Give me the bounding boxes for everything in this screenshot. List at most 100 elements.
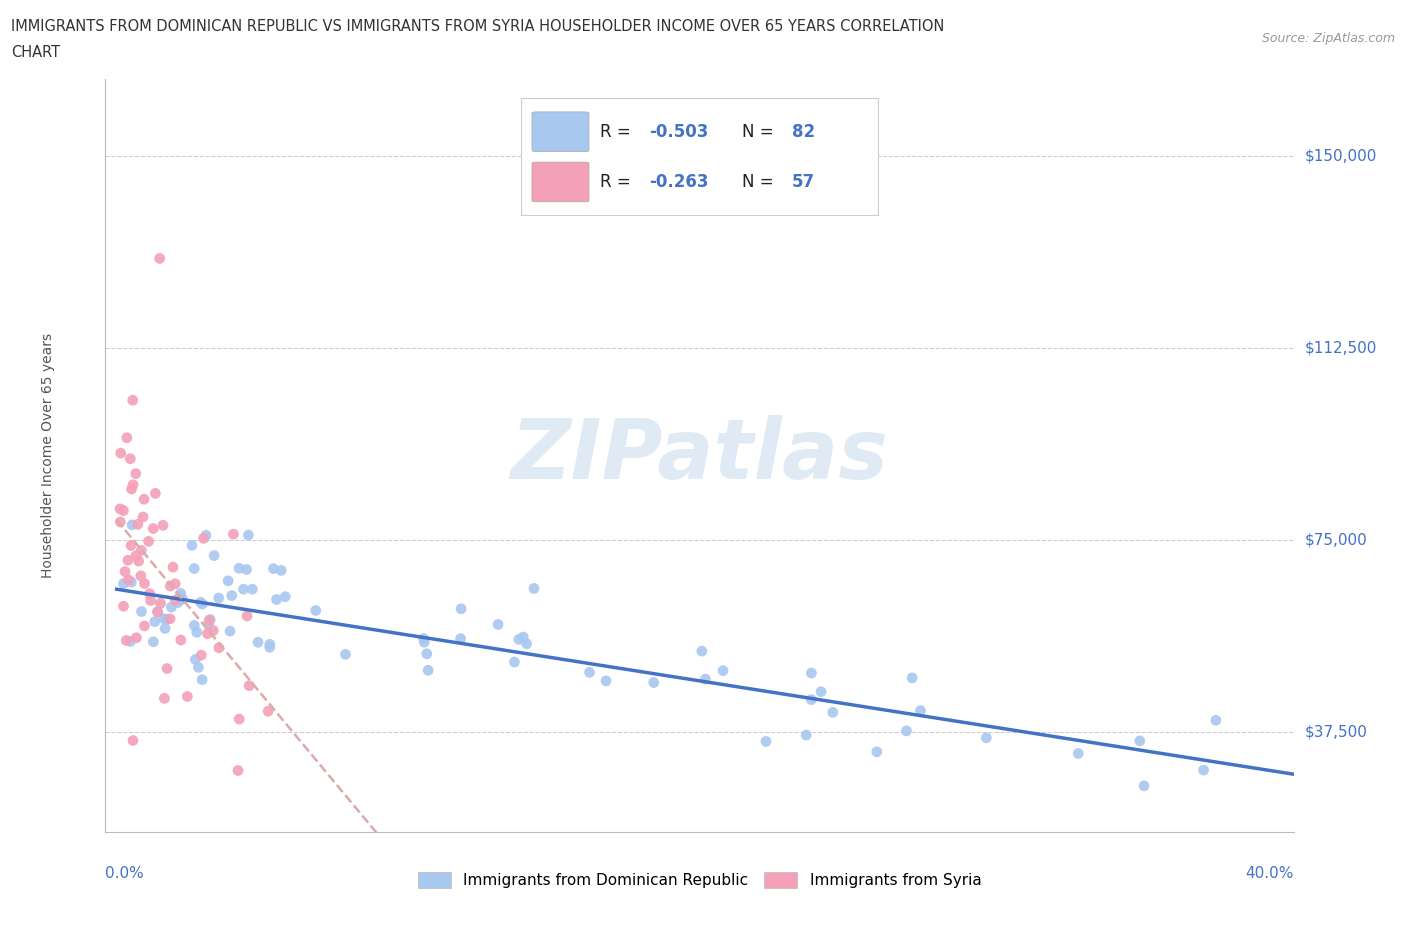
Point: [112, 577, 135, 591]
Point: [146, 604, 169, 619]
Text: 0.0%: 0.0%: [105, 866, 145, 882]
Point: [270, 563, 292, 578]
Point: [219, 624, 242, 639]
Point: [159, 578, 181, 593]
Point: [450, 602, 472, 617]
Point: [208, 640, 231, 655]
Point: [238, 678, 260, 693]
Point: [122, 733, 145, 748]
Text: Source: ZipAtlas.com: Source: ZipAtlas.com: [1261, 32, 1395, 45]
Point: [121, 517, 143, 532]
Point: [262, 561, 284, 576]
Text: $150,000: $150,000: [1305, 149, 1376, 164]
Point: [143, 486, 166, 501]
Point: [800, 692, 823, 707]
Point: [110, 514, 132, 529]
Point: [755, 734, 778, 749]
Point: [120, 451, 142, 466]
Point: [274, 590, 297, 604]
Point: [176, 689, 198, 704]
Text: IMMIGRANTS FROM DOMINICAN REPUBLIC VS IMMIGRANTS FROM SYRIA HOUSEHOLDER INCOME O: IMMIGRANTS FROM DOMINICAN REPUBLIC VS IM…: [11, 19, 945, 33]
Point: [108, 501, 131, 516]
Point: [503, 655, 526, 670]
Point: [143, 614, 166, 629]
Point: [121, 392, 143, 407]
Point: [125, 631, 148, 645]
Point: [162, 560, 184, 575]
Point: [120, 634, 142, 649]
Point: [170, 592, 193, 607]
Point: [257, 704, 280, 719]
Point: [222, 526, 245, 541]
Point: [152, 518, 174, 533]
Point: [416, 646, 439, 661]
Point: [190, 647, 212, 662]
Point: [183, 561, 205, 576]
Point: [193, 531, 215, 546]
Text: CHART: CHART: [11, 45, 60, 60]
Point: [165, 577, 187, 591]
Point: [121, 482, 143, 497]
Point: [134, 576, 156, 591]
Point: [197, 626, 219, 641]
Point: [202, 623, 225, 638]
Text: $37,500: $37,500: [1305, 724, 1368, 740]
Point: [413, 635, 436, 650]
Point: [516, 636, 538, 651]
Point: [335, 647, 357, 662]
Point: [259, 640, 281, 655]
Point: [159, 611, 181, 626]
Point: [711, 663, 734, 678]
Point: [169, 589, 191, 604]
Point: [187, 660, 209, 675]
Point: [800, 666, 823, 681]
Point: [821, 705, 844, 720]
Point: [202, 548, 225, 563]
Point: [166, 595, 188, 610]
Text: Householder Income Over 65 years: Householder Income Over 65 years: [41, 333, 55, 578]
Point: [128, 553, 150, 568]
Point: [153, 691, 176, 706]
Point: [191, 672, 214, 687]
Point: [134, 618, 156, 633]
Point: [866, 744, 889, 759]
Point: [226, 763, 249, 777]
Point: [412, 631, 434, 646]
Legend: Immigrants from Dominican Republic, Immigrants from Syria: Immigrants from Dominican Republic, Immi…: [412, 866, 987, 894]
Point: [132, 492, 155, 507]
Point: [125, 549, 148, 564]
Point: [142, 634, 165, 649]
Point: [127, 517, 149, 532]
Point: [450, 631, 472, 646]
Point: [191, 597, 214, 612]
Point: [508, 631, 530, 646]
Point: [1129, 734, 1152, 749]
Point: [221, 588, 243, 603]
Point: [122, 477, 145, 492]
Point: [578, 665, 600, 680]
Point: [1192, 763, 1215, 777]
Point: [246, 635, 269, 650]
Point: [139, 593, 162, 608]
Text: 40.0%: 40.0%: [1246, 866, 1294, 882]
Point: [172, 591, 194, 606]
Point: [235, 562, 257, 577]
Point: [259, 637, 281, 652]
Point: [418, 663, 440, 678]
Point: [112, 503, 135, 518]
Point: [595, 673, 617, 688]
Point: [156, 612, 179, 627]
Point: [170, 632, 193, 647]
Point: [1067, 746, 1090, 761]
Point: [125, 466, 148, 481]
Point: [901, 671, 924, 685]
Point: [117, 572, 139, 587]
Point: [197, 617, 219, 631]
Point: [695, 671, 717, 686]
Point: [120, 575, 142, 590]
Point: [208, 591, 231, 605]
Point: [156, 661, 179, 676]
Text: $112,500: $112,500: [1305, 340, 1376, 355]
Point: [110, 445, 132, 460]
Point: [1205, 713, 1227, 728]
